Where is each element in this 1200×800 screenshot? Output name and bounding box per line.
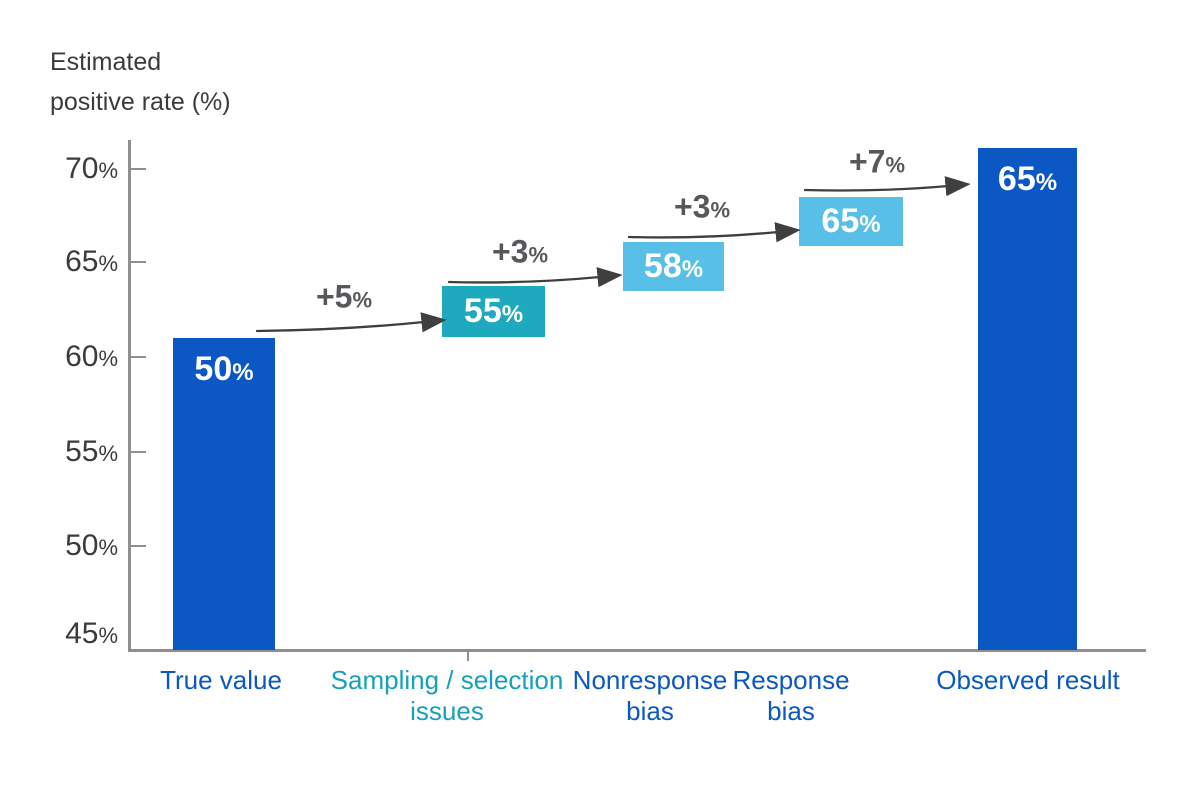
arrow-delta-2 xyxy=(447,267,623,288)
x-axis-minor-tick xyxy=(467,652,469,661)
delta-label-4: +7% xyxy=(848,143,906,180)
box-value-label: 65% xyxy=(821,202,881,240)
y-tick-60 xyxy=(131,356,146,358)
x-label-observed-result: Observed result xyxy=(936,665,1120,695)
box-response-bias: 65% xyxy=(799,197,903,246)
box-sampling-selection: 55% xyxy=(442,286,545,337)
delta-label-2: +3% xyxy=(491,233,549,270)
y-tick-55 xyxy=(131,451,146,453)
box-value-label: 55% xyxy=(463,292,524,330)
bar-observed-result: 65% xyxy=(978,148,1077,650)
y-tick-70 xyxy=(131,168,146,170)
x-label-nonresponse-bias: Nonresponse bias xyxy=(572,665,728,726)
arrow-delta-3 xyxy=(627,222,801,243)
y-tick-50 xyxy=(131,545,146,547)
box-nonresponse-bias: 58% xyxy=(623,242,724,291)
bar-value-label: 65% xyxy=(997,160,1058,198)
x-label-sampling-selection-issues: Sampling / selection issues xyxy=(330,665,564,726)
y-tick-label-60: 60% xyxy=(65,340,118,373)
x-label-true-value: True value xyxy=(160,665,282,695)
y-tick-label-50: 50% xyxy=(65,529,118,562)
chart-title-line2: positive rate (%) xyxy=(50,88,231,116)
chart-title: Estimated positive rate (%) xyxy=(50,42,231,122)
y-tick-65 xyxy=(131,261,146,263)
y-tick-label-45: 45% xyxy=(65,617,118,650)
y-tick-label-70: 70% xyxy=(65,152,118,185)
arrow-delta-4 xyxy=(803,176,971,197)
bar-true-value: 50% xyxy=(173,338,275,650)
delta-label-1: +5% xyxy=(315,278,373,315)
y-tick-label-55: 55% xyxy=(65,435,118,468)
y-axis-line xyxy=(128,140,131,652)
delta-label-3: +3% xyxy=(673,188,731,225)
x-label-response-bias: Response bias xyxy=(732,665,850,726)
box-value-label: 58% xyxy=(643,247,704,285)
bar-value-label: 50% xyxy=(194,350,254,388)
y-tick-label-65: 65% xyxy=(65,245,118,278)
arrow-delta-1 xyxy=(255,312,447,333)
x-axis-line xyxy=(128,649,1146,652)
chart-title-line1: Estimated xyxy=(50,48,162,76)
